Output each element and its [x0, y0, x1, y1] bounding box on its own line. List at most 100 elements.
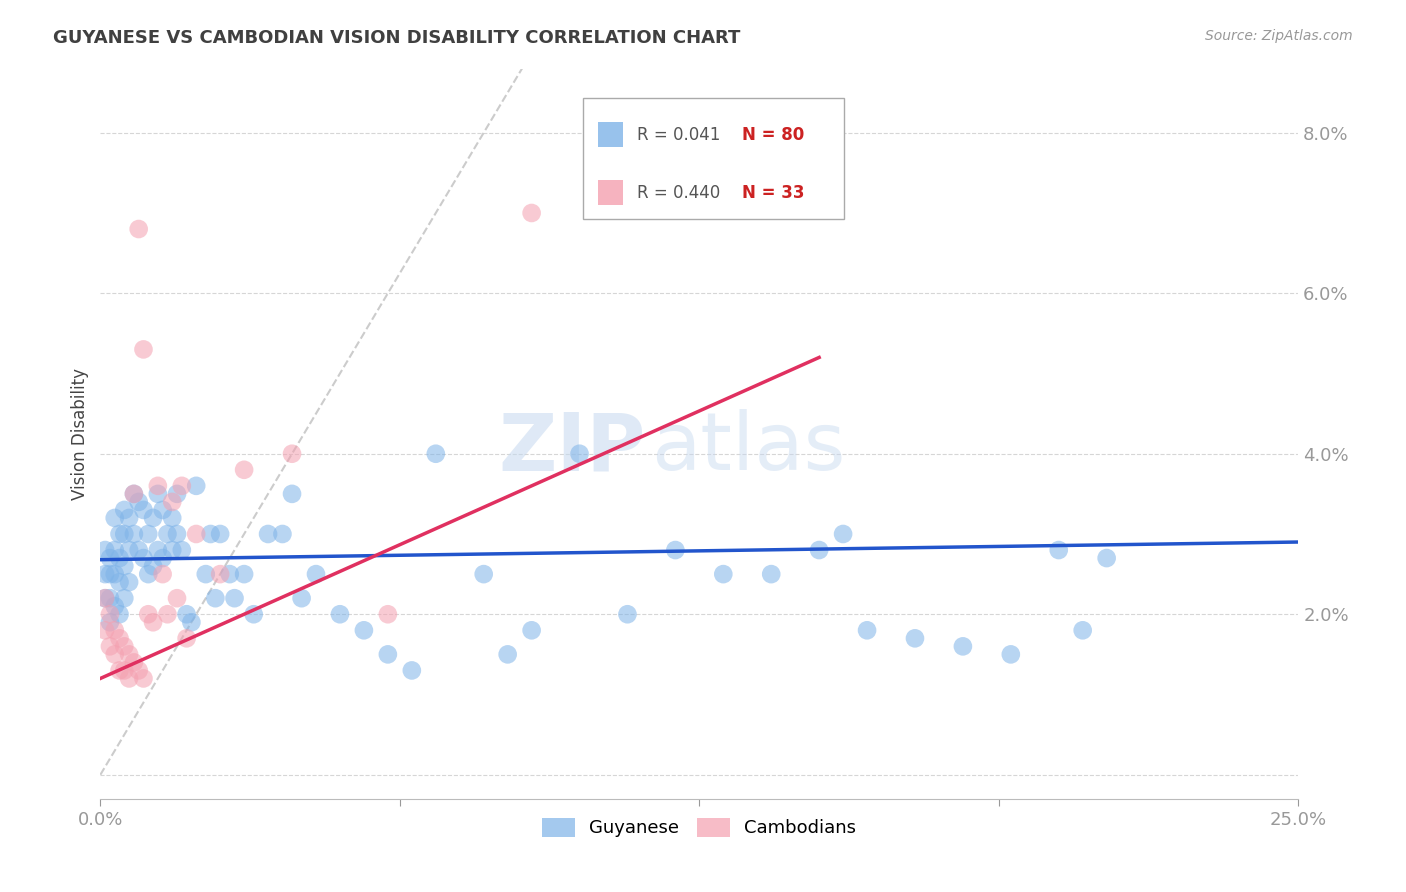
- Point: [952, 640, 974, 654]
- Point: [425, 447, 447, 461]
- Point: [209, 567, 232, 582]
- Point: [118, 543, 141, 558]
- Point: [401, 664, 423, 678]
- Point: [1047, 543, 1070, 558]
- Point: [209, 527, 232, 541]
- Point: [108, 527, 131, 541]
- Point: [98, 607, 121, 622]
- Point: [520, 206, 543, 220]
- Text: R = 0.440: R = 0.440: [637, 184, 720, 202]
- Point: [142, 615, 165, 630]
- Point: [108, 632, 131, 646]
- Point: [98, 567, 121, 582]
- Point: [112, 640, 135, 654]
- Point: [104, 511, 127, 525]
- Text: N = 33: N = 33: [742, 184, 804, 202]
- Point: [118, 575, 141, 590]
- Point: [112, 664, 135, 678]
- Point: [118, 648, 141, 662]
- Point: [108, 664, 131, 678]
- Point: [832, 527, 855, 541]
- Point: [233, 567, 256, 582]
- Point: [98, 615, 121, 630]
- Point: [186, 527, 208, 541]
- Point: [108, 551, 131, 566]
- Point: [329, 607, 352, 622]
- Point: [808, 543, 831, 558]
- Point: [132, 672, 155, 686]
- Point: [856, 624, 879, 638]
- Point: [142, 511, 165, 525]
- Point: [94, 624, 117, 638]
- Point: [257, 527, 280, 541]
- Point: [98, 640, 121, 654]
- Point: [104, 624, 127, 638]
- Point: [112, 527, 135, 541]
- Text: N = 80: N = 80: [742, 126, 804, 144]
- Point: [291, 591, 314, 606]
- Point: [271, 527, 294, 541]
- Point: [224, 591, 246, 606]
- Point: [711, 567, 734, 582]
- Point: [128, 495, 150, 509]
- Point: [146, 479, 169, 493]
- Point: [118, 511, 141, 525]
- Point: [166, 527, 188, 541]
- Point: [1071, 624, 1094, 638]
- Point: [108, 607, 131, 622]
- Point: [204, 591, 226, 606]
- Point: [160, 543, 183, 558]
- Point: [281, 487, 304, 501]
- Point: [122, 527, 145, 541]
- Point: [104, 567, 127, 582]
- Point: [200, 527, 222, 541]
- Point: [128, 664, 150, 678]
- Point: [98, 591, 121, 606]
- Point: [664, 543, 686, 558]
- Point: [94, 591, 117, 606]
- Point: [166, 487, 188, 501]
- Point: [156, 607, 179, 622]
- Point: [132, 503, 155, 517]
- Point: [496, 648, 519, 662]
- Point: [520, 624, 543, 638]
- Point: [166, 591, 188, 606]
- Point: [94, 543, 117, 558]
- Point: [132, 551, 155, 566]
- Point: [218, 567, 240, 582]
- Point: [377, 648, 399, 662]
- Y-axis label: Vision Disability: Vision Disability: [72, 368, 89, 500]
- Text: GUYANESE VS CAMBODIAN VISION DISABILITY CORRELATION CHART: GUYANESE VS CAMBODIAN VISION DISABILITY …: [53, 29, 741, 46]
- Point: [616, 607, 638, 622]
- Point: [94, 591, 117, 606]
- Point: [156, 527, 179, 541]
- Legend: Guyanese, Cambodians: Guyanese, Cambodians: [536, 811, 863, 845]
- Point: [180, 615, 202, 630]
- Point: [1095, 551, 1118, 566]
- Text: R = 0.041: R = 0.041: [637, 126, 720, 144]
- Point: [761, 567, 783, 582]
- Point: [281, 447, 304, 461]
- Point: [122, 656, 145, 670]
- Point: [152, 567, 174, 582]
- Point: [112, 503, 135, 517]
- Point: [136, 567, 159, 582]
- Point: [152, 503, 174, 517]
- Point: [242, 607, 264, 622]
- Point: [142, 559, 165, 574]
- Point: [353, 624, 375, 638]
- Point: [176, 632, 198, 646]
- Point: [305, 567, 328, 582]
- Text: atlas: atlas: [651, 409, 846, 487]
- Point: [132, 343, 155, 357]
- Point: [94, 567, 117, 582]
- Point: [152, 551, 174, 566]
- Point: [472, 567, 495, 582]
- Point: [112, 559, 135, 574]
- Point: [194, 567, 217, 582]
- Point: [377, 607, 399, 622]
- Point: [104, 599, 127, 614]
- Point: [104, 648, 127, 662]
- Point: [146, 487, 169, 501]
- Point: [170, 543, 193, 558]
